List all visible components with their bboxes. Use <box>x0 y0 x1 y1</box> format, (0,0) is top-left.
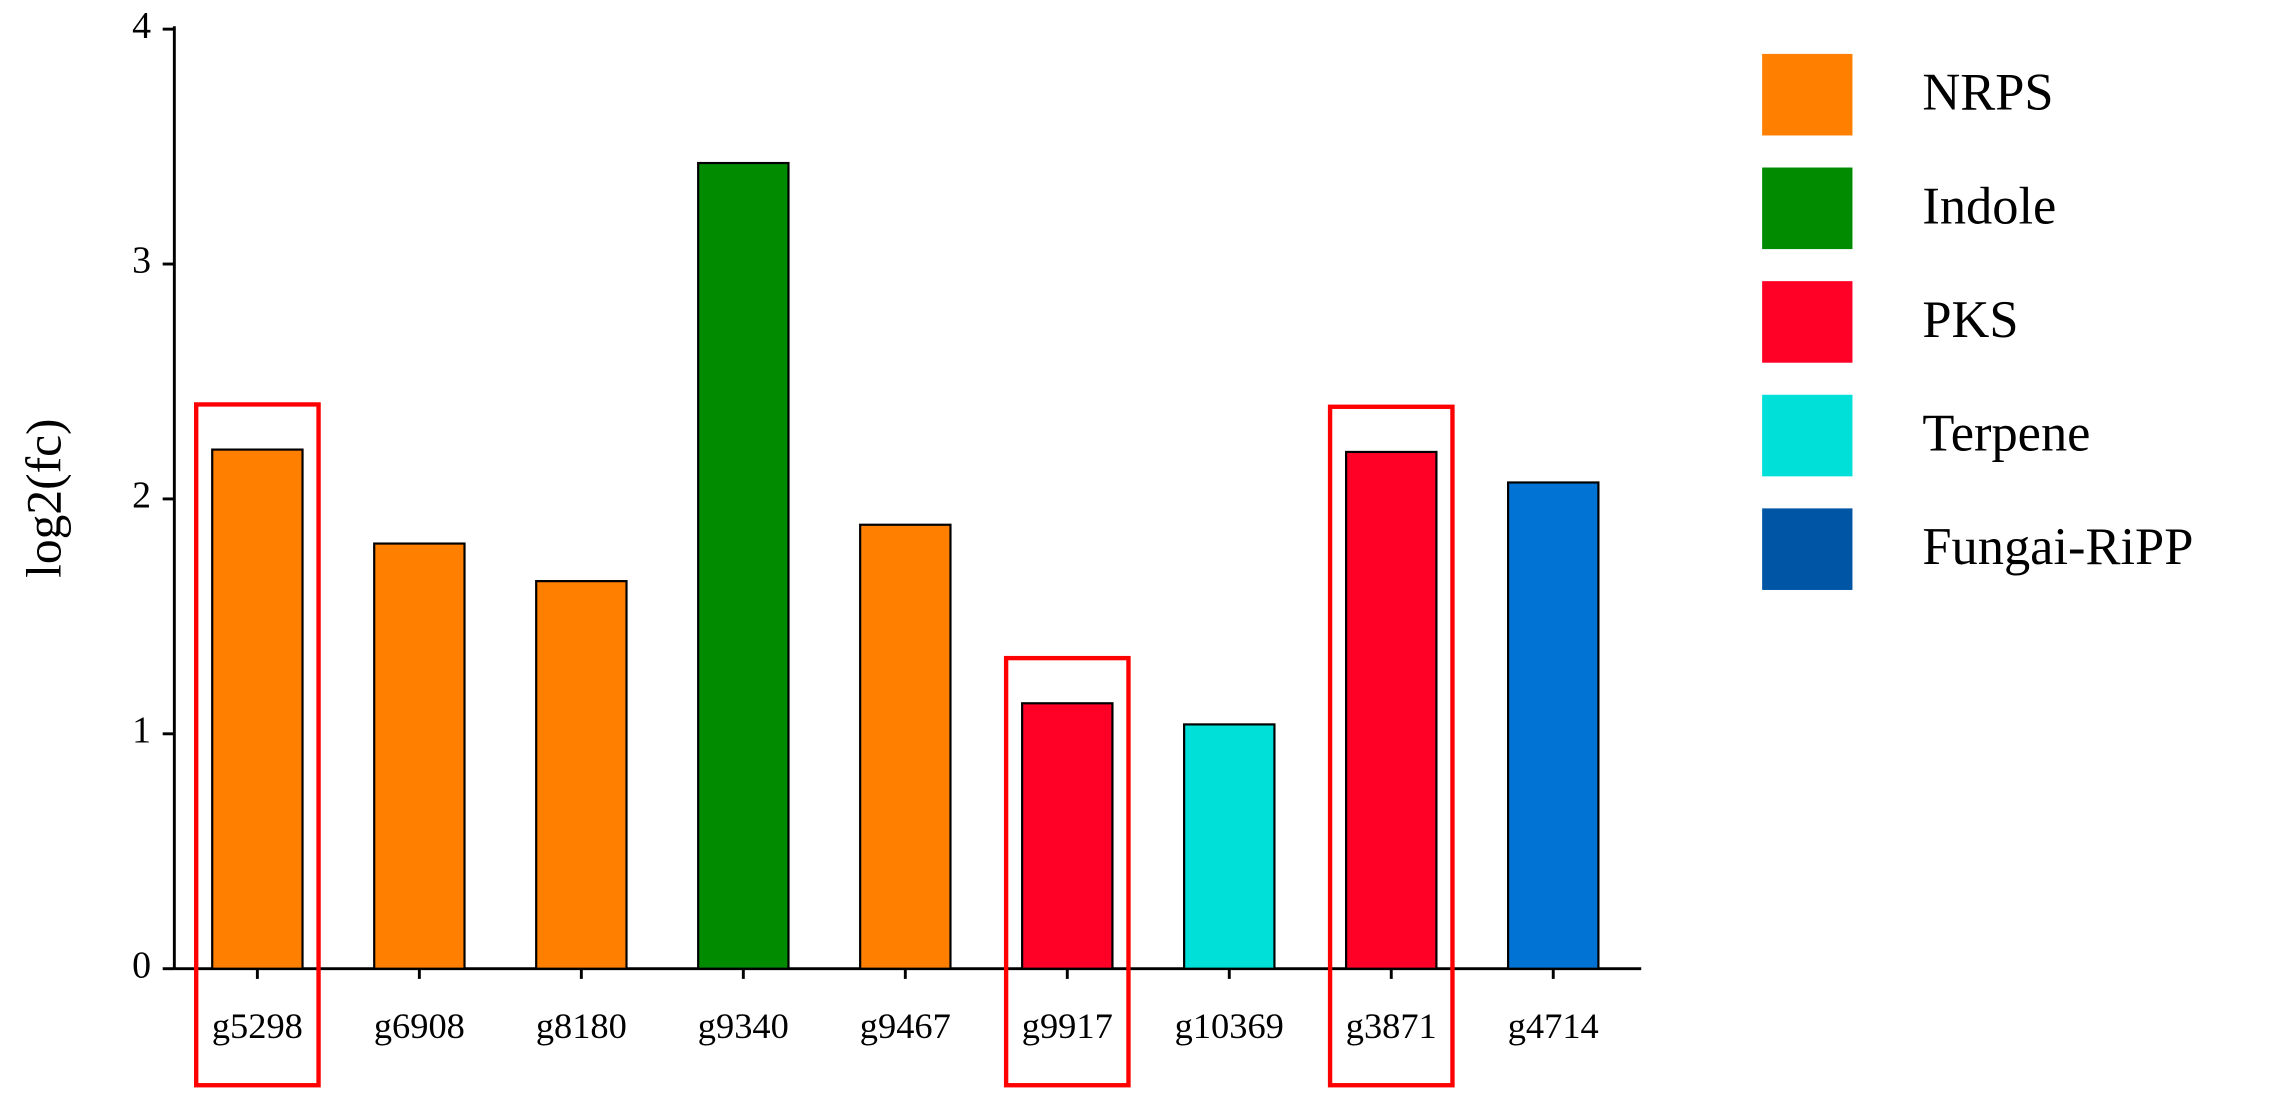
legend-swatch <box>1762 394 1853 477</box>
bar <box>1183 723 1276 970</box>
highlight-box <box>1327 404 1455 1088</box>
highlight-box <box>194 402 321 1088</box>
bar <box>859 523 952 970</box>
legend-swatch <box>1762 167 1853 250</box>
x-tick-label: g10369 <box>1175 1006 1284 1046</box>
bar <box>535 580 628 970</box>
bar <box>373 542 466 970</box>
bar <box>1506 481 1600 970</box>
x-tick-label: g9467 <box>860 1006 951 1046</box>
x-tick-label: g3871 <box>1346 1006 1437 1046</box>
legend-label: NRPS <box>1922 64 2053 122</box>
legend-swatch <box>1762 53 1853 136</box>
y-tick-label: 1 <box>132 709 151 751</box>
x-tick-label: g9917 <box>1022 1006 1113 1046</box>
y-tick-label: 2 <box>132 475 151 517</box>
x-tick-label: g8180 <box>536 1006 627 1046</box>
y-tick-label: 0 <box>132 944 151 986</box>
y-tick-label: 4 <box>132 5 151 47</box>
bar <box>697 161 790 970</box>
legend-label: Indole <box>1922 177 2056 235</box>
bar <box>1345 450 1438 970</box>
y-axis-label: log2(fc) <box>16 418 71 577</box>
x-tick-label: g5298 <box>212 1006 303 1046</box>
legend-label: Fungai-RiPP <box>1922 518 2193 576</box>
legend-swatch <box>1762 281 1853 363</box>
legend-swatch <box>1762 508 1853 590</box>
highlight-box <box>1003 655 1131 1088</box>
bar <box>211 448 304 970</box>
x-tick-label: g6908 <box>374 1006 465 1046</box>
x-tick-label: g4714 <box>1508 1006 1599 1046</box>
y-tick-label: 3 <box>132 240 151 282</box>
legend-label: Terpene <box>1922 404 2090 462</box>
bar <box>1021 702 1114 970</box>
x-tick-label: g9340 <box>698 1006 789 1046</box>
legend-label: PKS <box>1922 291 2018 349</box>
